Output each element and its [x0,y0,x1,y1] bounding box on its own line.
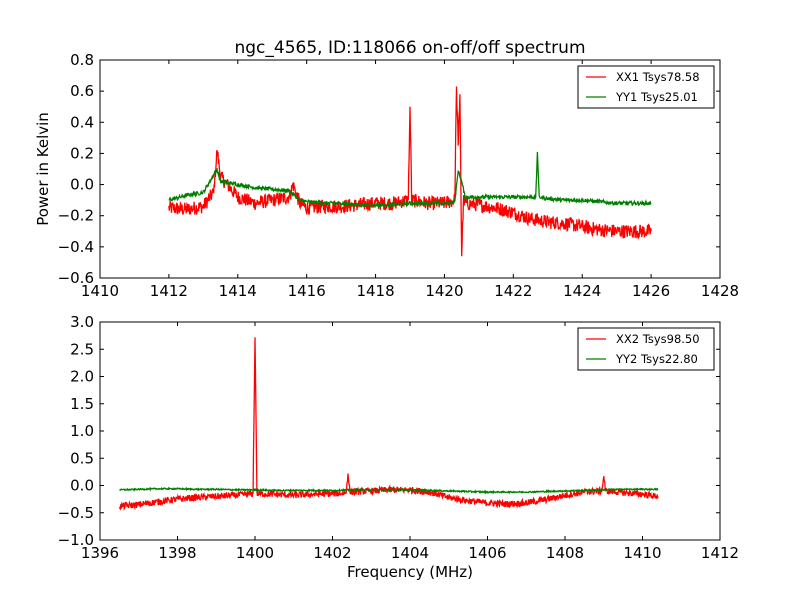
y-tick-label: 3.0 [70,313,94,331]
x-tick-label: 1408 [546,544,584,562]
y-tick-label: −1.0 [58,531,94,549]
legend-box [577,65,715,109]
y-tick-label: −0.6 [58,269,94,287]
bottom-spectrum-panel: 1396 1398 1400 1402 1404 1406 1408 1410 1412 −1.0… [58,313,740,562]
y-tick-label: 0.8 [70,51,94,69]
series-line-yy1 [168,151,652,210]
x-tick-label: 1412 [701,544,739,562]
y-tick-label: 1.0 [70,422,94,440]
x-tick-label: 1410 [81,282,119,300]
y-tick-label: 2.5 [70,340,94,358]
x-tick-label: 1412 [150,282,188,300]
legend-label: XX1 Tsys78.58 [616,70,700,84]
plot-frame [99,59,721,279]
legend-box [577,327,715,371]
y-tick-label: 0.2 [70,144,94,162]
legend: XX1 Tsys78.58 YY1 Tsys25.01 [577,65,715,109]
x-tick-label: 1428 [701,282,739,300]
x-tick-label: 1414 [219,282,257,300]
series-line-xx1 [168,86,652,257]
x-tick-label: 1418 [356,282,394,300]
legend-label: XX2 Tsys98.50 [616,332,700,346]
y-tick-label: −0.2 [58,207,94,225]
x-tick-label: 1396 [81,544,119,562]
y-tick-label: 2.0 [70,368,94,386]
x-tick-label: 1424 [563,282,601,300]
x-tick-label: 1420 [425,282,463,300]
x-tick-label: 1406 [468,544,506,562]
x-tick-label: 1404 [391,544,429,562]
y-tick-label: 0.5 [70,449,94,467]
x-tick-label: 1426 [632,282,670,300]
y-tick-label: 0.0 [70,477,94,495]
figure-title: ngc_4565, ID:118066 on-off/off spectrum [234,38,585,58]
y-tick-label: 0.6 [70,82,94,100]
y-tick-label: 0.4 [70,113,94,131]
x-tick-label: 1398 [158,544,196,562]
x-tick-label: 1402 [313,544,351,562]
y-axis-label: Power in Kelvin [34,112,52,226]
legend: XX2 Tsys98.50 YY2 Tsys22.80 [577,327,715,371]
x-tick-label: 1416 [288,282,326,300]
y-tick-label: −0.5 [58,504,94,522]
x-tick-label: 1410 [623,544,661,562]
x-tick-label: 1422 [494,282,532,300]
x-axis-label: Frequency (MHz) [347,563,473,581]
legend-label: YY1 Tsys25.01 [615,90,698,104]
y-tick-label: −0.4 [58,238,94,256]
y-tick-label: 1.5 [70,395,94,413]
series-line-yy2 [119,486,659,495]
x-tick-label: 1400 [236,544,274,562]
y-tick-label: 0.0 [70,176,94,194]
top-spectrum-panel: 1410 1412 1414 1416 1418 1420 1422 1424 1426 1428… [34,51,739,300]
series-line-xx2 [118,337,659,511]
legend-label: YY2 Tsys22.80 [615,352,698,366]
